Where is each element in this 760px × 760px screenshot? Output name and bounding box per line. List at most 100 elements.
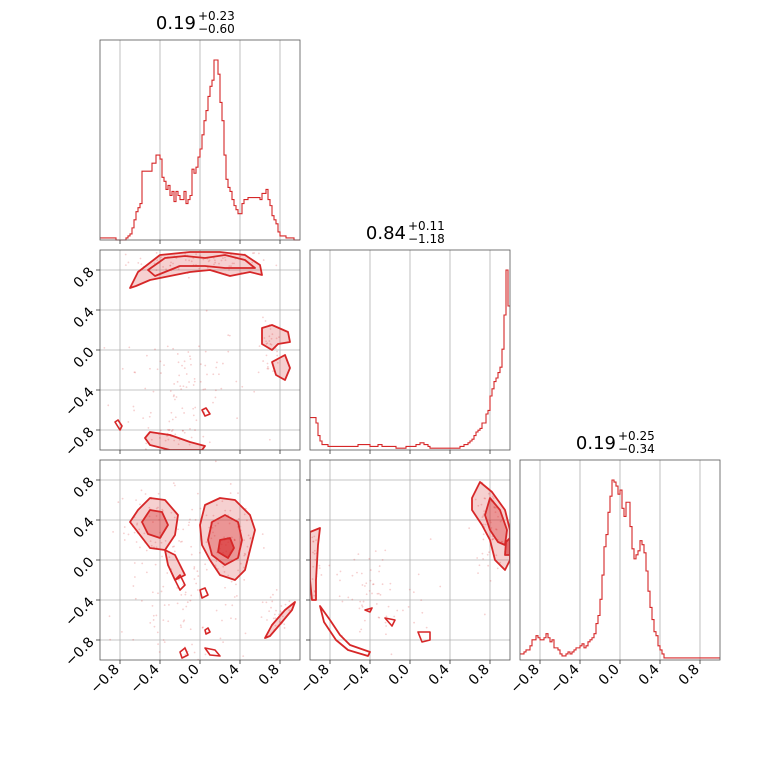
- sample-point: [420, 599, 423, 602]
- sample-point: [160, 541, 163, 544]
- sample-point: [189, 628, 192, 631]
- sample-point: [205, 568, 208, 571]
- sample-point: [224, 603, 227, 606]
- sample-point: [192, 414, 195, 417]
- sample-point: [336, 573, 339, 576]
- sample-point: [270, 606, 272, 609]
- sample-point: [155, 251, 158, 254]
- x-tick-label: 0.0: [176, 662, 203, 689]
- sample-point: [204, 661, 206, 663]
- sample-point: [170, 430, 173, 432]
- y-tick-label: 0.8: [71, 474, 98, 501]
- sample-point: [169, 390, 172, 392]
- sample-point: [275, 264, 278, 267]
- sample-point: [381, 559, 384, 561]
- sample-point: [204, 350, 207, 353]
- sample-point: [339, 579, 341, 582]
- sample-point: [408, 588, 411, 591]
- sample-point: [170, 261, 172, 264]
- sample-point: [212, 531, 214, 534]
- sample-point: [491, 495, 494, 498]
- sample-point: [140, 489, 143, 492]
- sample-point: [483, 613, 486, 616]
- x-tick-label: −0.8: [87, 662, 122, 697]
- sample-point: [183, 367, 186, 370]
- sample-point: [480, 503, 483, 506]
- x-tick-label: −0.4: [547, 661, 582, 696]
- sample-point: [152, 614, 155, 617]
- sample-point: [187, 351, 190, 353]
- sample-point: [312, 551, 314, 554]
- sample-point: [425, 626, 428, 629]
- sample-point: [168, 603, 170, 606]
- sample-point: [103, 347, 106, 349]
- sample-point: [192, 384, 195, 386]
- sample-point: [228, 269, 230, 271]
- sample-point: [237, 569, 239, 572]
- contour-small: [204, 627, 211, 635]
- sample-point: [133, 531, 136, 534]
- sample-point: [499, 520, 502, 523]
- sample-point: [124, 253, 127, 256]
- sample-point: [181, 407, 184, 410]
- sample-point: [193, 567, 196, 570]
- sample-point: [243, 539, 246, 542]
- sample-point: [182, 385, 185, 388]
- sample-point: [363, 619, 366, 622]
- sample-point: [185, 605, 188, 608]
- sample-point: [361, 584, 364, 586]
- sample-point: [249, 536, 252, 539]
- sample-point: [223, 536, 226, 539]
- sample-point: [274, 624, 277, 627]
- sample-point: [177, 528, 179, 531]
- sample-point: [268, 335, 271, 338]
- sample-point: [107, 404, 110, 407]
- histogram-panel: −0.8 −0.4 0.0 0.4 0.8 0.19 +0.25−0.34: [507, 429, 721, 697]
- sample-point: [497, 515, 499, 518]
- sample-point: [159, 531, 161, 534]
- sample-point: [246, 545, 249, 548]
- sample-point: [152, 390, 155, 393]
- sample-point: [363, 585, 366, 587]
- sample-point: [244, 553, 247, 556]
- x-tick-label: 0.4: [426, 661, 453, 688]
- sample-point: [264, 320, 267, 322]
- sample-point: [160, 372, 162, 374]
- sample-point: [179, 541, 182, 543]
- sample-point: [389, 588, 392, 591]
- sample-point: [402, 609, 404, 612]
- sample-point: [384, 549, 387, 552]
- sample-point: [487, 564, 490, 567]
- sample-point: [179, 385, 182, 388]
- y-tick-label: −0.4: [62, 384, 97, 419]
- contour-inner: [147, 254, 256, 277]
- sample-point: [275, 609, 277, 612]
- sample-point: [269, 328, 272, 330]
- sample-point: [500, 540, 503, 543]
- sample-point: [178, 374, 181, 377]
- sample-point: [199, 380, 202, 383]
- sample-point: [182, 528, 185, 531]
- sample-point: [375, 603, 378, 605]
- sample-point: [396, 609, 399, 612]
- sample-point: [407, 605, 410, 608]
- sample-point: [266, 342, 269, 345]
- sample-point: [148, 415, 151, 418]
- sample-point: [143, 532, 146, 535]
- sample-point: [157, 643, 159, 646]
- sample-point: [161, 508, 164, 511]
- sample-point: [122, 532, 125, 535]
- sample-point: [369, 569, 372, 571]
- y-tick-label: 0.4: [71, 514, 98, 541]
- sample-point: [482, 533, 485, 536]
- sample-point: [216, 361, 218, 364]
- sample-point: [496, 567, 499, 570]
- sample-point: [275, 589, 278, 591]
- sample-point: [313, 589, 316, 592]
- sample-point: [217, 568, 219, 570]
- sample-point: [154, 348, 156, 351]
- sample-point: [365, 593, 368, 596]
- sample-point: [214, 564, 217, 567]
- sample-point: [280, 605, 283, 607]
